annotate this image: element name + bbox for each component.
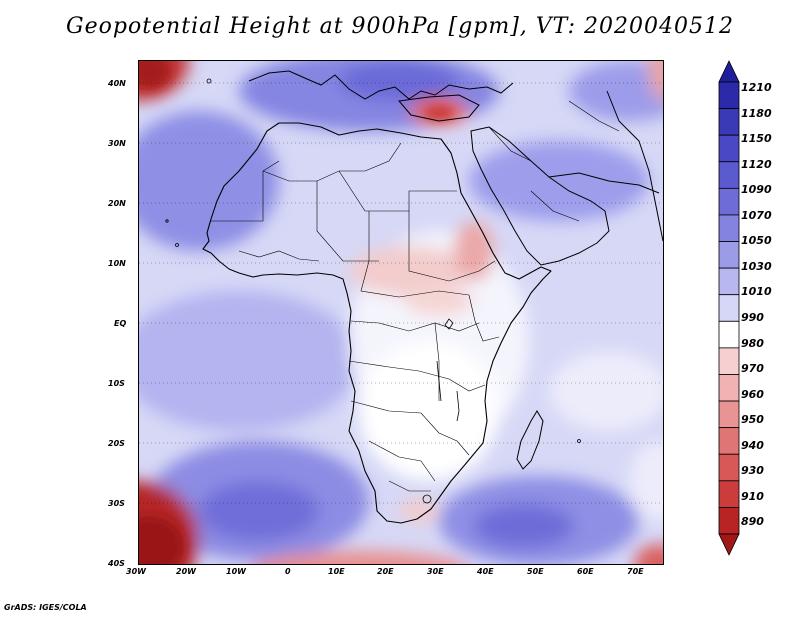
- colorbar-label: 990: [741, 311, 764, 324]
- colorbar-label: 1150: [741, 132, 772, 145]
- colorbar-label: 980: [741, 337, 764, 350]
- colorbar-label: 970: [741, 362, 764, 375]
- lon-label: 30E: [427, 567, 444, 576]
- colorbar-label: 930: [741, 464, 764, 477]
- lat-label: 40S: [108, 559, 125, 568]
- turkey-coastline: [398, 94, 480, 122]
- colorbar-bin: [718, 187, 740, 216]
- lon-label: 60E: [577, 567, 594, 576]
- colorbar-bin: [718, 427, 740, 455]
- colorbar-label: 1010: [741, 285, 772, 298]
- height-field-cores: [139, 61, 454, 564]
- colorbar-bin: [718, 320, 740, 349]
- lon-label: 10E: [328, 567, 345, 576]
- colorbar-bin: [718, 507, 740, 535]
- colorbar-label: 1120: [741, 158, 772, 171]
- colorbar-label: 950: [741, 413, 764, 426]
- colorbar-bin: [718, 347, 740, 375]
- colorbar-label: 940: [741, 439, 764, 452]
- lon-label: 20E: [377, 567, 394, 576]
- lon-label: 20W: [176, 567, 196, 576]
- colorbar-bin: [718, 294, 740, 322]
- chart-title: Geopotential Height at 900hPa [gpm], VT:…: [66, 14, 734, 39]
- lon-label: 40E: [477, 567, 494, 576]
- lat-label: 30S: [108, 499, 125, 508]
- colorbar-bin: [718, 374, 740, 402]
- colorbar-label: 1030: [741, 260, 772, 273]
- colorbar-label: 1180: [741, 107, 772, 120]
- lon-label: 0: [285, 567, 291, 576]
- colorbar-label: 1050: [741, 234, 772, 247]
- africa-coastline: [202, 122, 552, 524]
- iran-india-coast: [548, 90, 663, 242]
- lat-label: 20N: [108, 199, 126, 208]
- europe-coastline: [248, 70, 514, 100]
- colorbar-label: 960: [741, 388, 764, 401]
- arabia-coastline: [470, 126, 610, 266]
- lat-label: 40N: [108, 79, 126, 88]
- lon-label: 30W: [126, 567, 146, 576]
- lon-label: 50E: [527, 567, 544, 576]
- colorbar-bin: [718, 134, 740, 163]
- lat-label: 10S: [108, 379, 125, 388]
- gridlines: [139, 82, 663, 504]
- credit-text: GrADS: IGES/COLA: [4, 603, 87, 612]
- islands-lakes: [165, 78, 581, 504]
- lat-label: 30N: [108, 139, 126, 148]
- colorbar-label: 1070: [741, 209, 772, 222]
- colorbar-bin: [718, 480, 740, 508]
- colorbar: [718, 60, 740, 556]
- colorbar-label: 1090: [741, 183, 772, 196]
- colorbar-bin: [718, 241, 740, 269]
- colorbar-cap-bottom: [718, 533, 740, 556]
- colorbar-bin: [718, 161, 740, 189]
- colorbar-bin: [718, 108, 740, 136]
- colorbar-label: 890: [741, 515, 764, 528]
- lat-label: 20S: [108, 439, 125, 448]
- colorbar-label: 910: [741, 490, 764, 503]
- country-borders: [211, 100, 620, 492]
- colorbar-bin: [718, 214, 740, 242]
- lat-label: EQ: [114, 319, 127, 328]
- madagascar-coastline: [516, 410, 544, 470]
- colorbar-bin: [718, 453, 740, 482]
- lon-label: 10W: [226, 567, 246, 576]
- colorbar-label: 1210: [741, 81, 772, 94]
- map-panel: [138, 60, 664, 565]
- height-field-shading: [139, 61, 663, 564]
- map-svg: [139, 61, 663, 564]
- colorbar-bin: [718, 81, 740, 109]
- colorbar-cap-top: [718, 60, 740, 83]
- colorbar-bin: [718, 400, 740, 429]
- colorbar-bin: [718, 267, 740, 296]
- lon-label: 70E: [627, 567, 644, 576]
- lat-label: 10N: [108, 259, 126, 268]
